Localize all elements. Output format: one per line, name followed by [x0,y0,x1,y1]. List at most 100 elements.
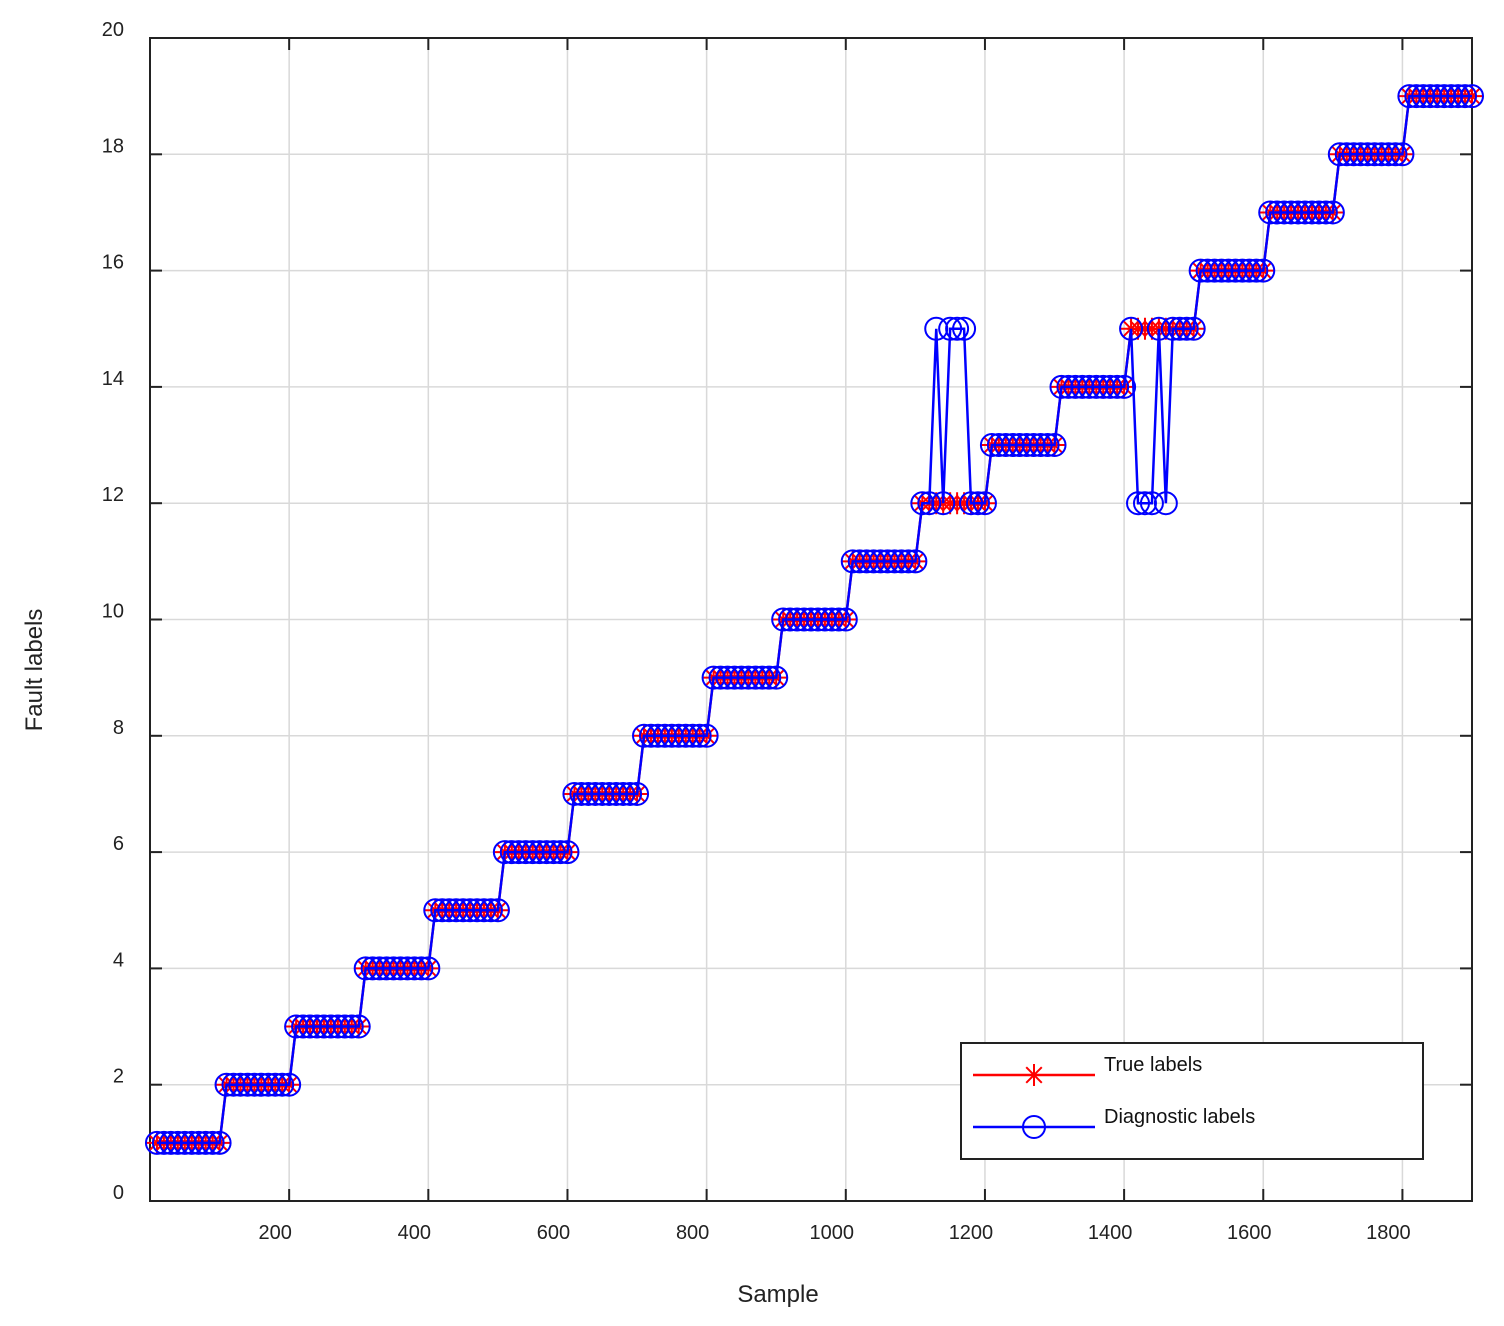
data-marker [318,1014,343,1039]
data-marker [910,491,935,516]
data-marker [1306,200,1331,225]
data-marker [1286,200,1311,225]
data-marker [339,1014,364,1039]
data-marker [165,1130,190,1155]
data-marker [1167,316,1192,341]
data-marker [659,723,684,748]
data-marker [1355,142,1380,167]
data-marker [242,1072,267,1097]
data-marker [875,549,900,574]
data-marker [1439,84,1464,109]
data-marker [597,781,622,806]
data-marker [193,1130,218,1155]
data-marker [1126,491,1151,516]
data-marker [555,840,580,865]
data-marker [416,956,441,981]
data-marker [771,607,796,632]
data-marker [847,549,872,574]
data-marker [1334,142,1359,167]
data-marker [1091,374,1116,399]
data-marker [986,433,1011,458]
data-marker [402,956,427,981]
data-marker [256,1072,281,1097]
y-tick-label: 18 [102,135,124,157]
data-marker [444,898,469,923]
data-marker [506,840,531,865]
data-marker [1327,142,1352,167]
data-marker [144,1130,169,1155]
data-marker [931,491,956,516]
data-marker [346,1014,371,1039]
data-marker [409,956,434,981]
data-marker [938,316,963,341]
legend-label: True labels [1104,1054,1202,1076]
data-marker [868,549,893,574]
data-marker [861,549,886,574]
data-marker [1042,433,1067,458]
data-marker [993,433,1018,458]
data-marker [736,665,761,690]
data-marker [492,840,517,865]
data-marker [1119,316,1144,341]
data-marker [1021,433,1046,458]
data-marker [1272,200,1297,225]
data-marker [562,781,587,806]
data-marker [534,840,559,865]
data-marker [604,781,629,806]
data-marker [903,549,928,574]
data-marker [785,607,810,632]
y-axis-label: Fault labels [21,609,48,732]
data-marker [1223,258,1248,283]
y-tick-label: 8 [113,717,124,739]
data-marker [792,607,817,632]
data-marker [812,607,837,632]
data-marker [1404,84,1429,109]
data-marker [298,1014,323,1039]
data-marker [1432,84,1457,109]
data-marker [360,956,385,981]
data-marker [680,723,705,748]
data-marker [1418,84,1443,109]
legend-label: Diagnostic labels [1104,1106,1255,1128]
data-marker [979,433,1004,458]
data-marker [576,781,601,806]
x-tick-label: 1000 [810,1222,855,1244]
data-marker [826,607,851,632]
data-marker [701,665,726,690]
data-marker [805,607,830,632]
data-marker [1244,258,1269,283]
x-axis-label: Sample [737,1281,818,1308]
data-marker [1105,374,1130,399]
data-marker [325,1014,350,1039]
data-marker [757,665,782,690]
data-marker [151,1130,176,1155]
data-marker [917,491,942,516]
y-tick-label: 2 [113,1066,124,1088]
data-marker [1202,258,1227,283]
data-marker [1070,374,1095,399]
y-tick-label: 16 [102,252,124,274]
data-marker [1265,200,1290,225]
x-tick-label: 800 [676,1222,709,1244]
data-marker [277,1072,302,1097]
data-marker [458,898,483,923]
data-marker [1376,142,1401,167]
data-marker [1230,258,1255,283]
data-marker [764,665,789,690]
data-marker [1132,491,1157,516]
data-marker [465,898,490,923]
data-marker [750,665,775,690]
data-marker [1411,84,1436,109]
data-marker [652,723,677,748]
data-marker [1014,433,1039,458]
data-marker [228,1072,253,1097]
data-marker [611,781,636,806]
data-marker [249,1072,274,1097]
data-marker [618,781,643,806]
y-tick-label: 4 [113,949,124,971]
data-marker [451,898,476,923]
data-marker [527,840,552,865]
y-tick-label: 6 [113,833,124,855]
legend-marker [1023,1064,1045,1086]
